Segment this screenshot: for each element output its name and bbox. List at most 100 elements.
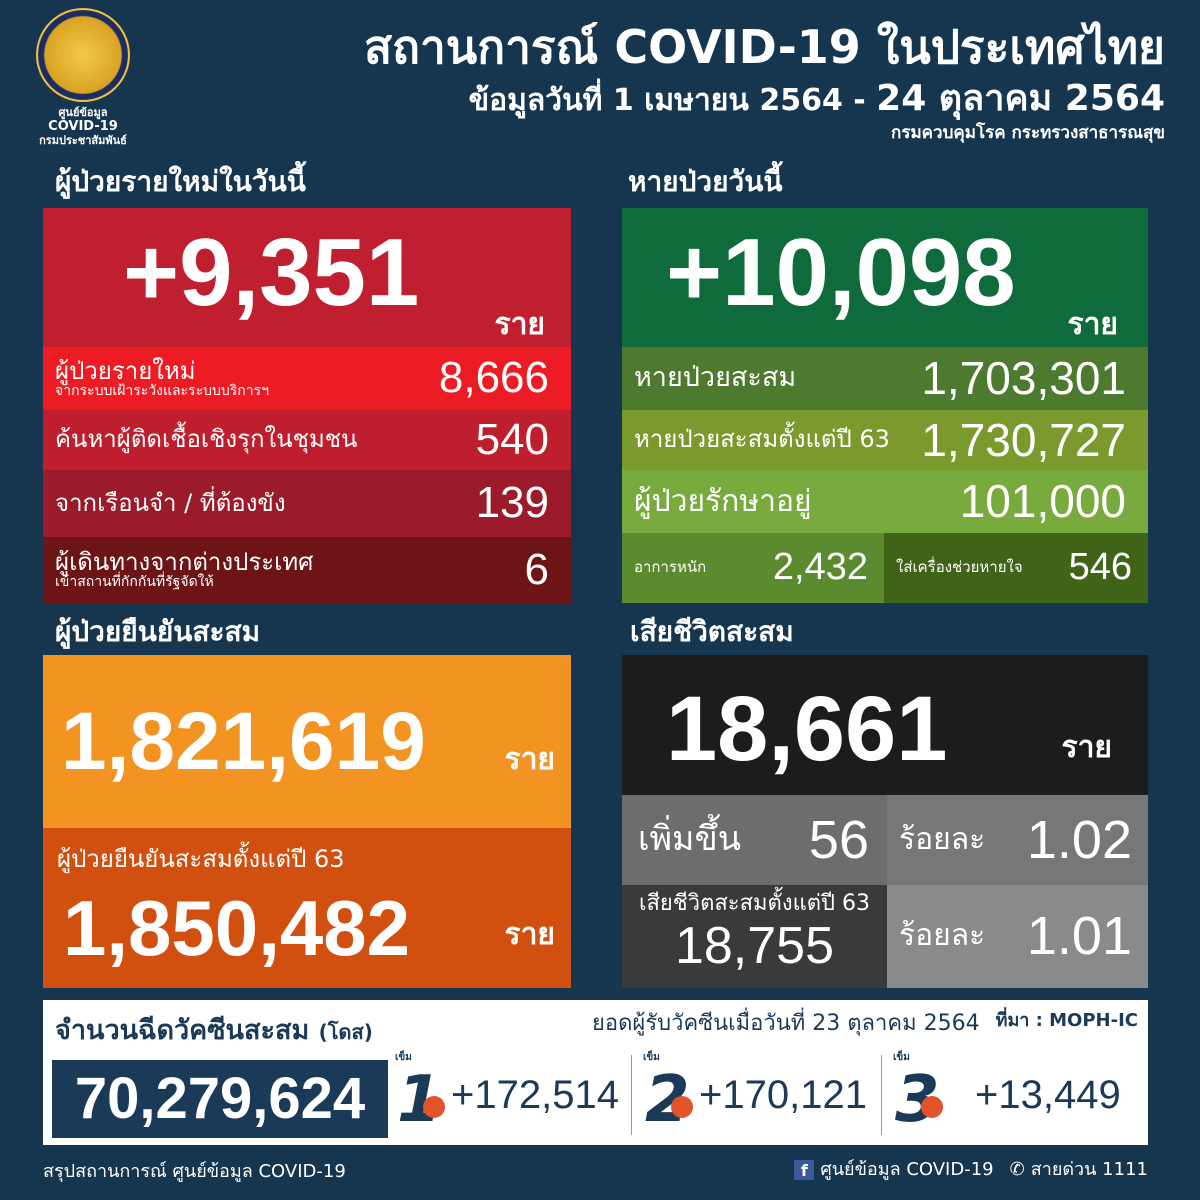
row-value: 1,703,301 [921, 352, 1126, 405]
vaccine-panel: จำนวนฉีดวัคซีนสะสม (โดส) ยอดผู้รับวัคซีน… [43, 1000, 1148, 1145]
date-range-start: ข้อมูลวันที่ 1 เมษายน 2564 - [468, 83, 877, 118]
dose-badge: เข็ม 2 [643, 1052, 695, 1138]
confirmed-since63: ผู้ป่วยยืนยันสะสมตั้งแต่ปี 63 1,850,482 … [43, 828, 571, 988]
unit-label: ราย [494, 307, 545, 342]
unit-label: ราย [504, 917, 555, 952]
dose-prefix: เข็ม [893, 1052, 910, 1063]
logo-caption-line: ศูนย์ข้อมูล [58, 106, 108, 119]
confirmed-total: 1,821,619 [61, 696, 426, 787]
row-label: หายป่วยสะสมตั้งแต่ปี 63 [634, 425, 890, 454]
vaccine-heading: จำนวนฉีดวัคซีนสะสม (โดส) [55, 1014, 373, 1049]
phone-icon: ✆ [1009, 1159, 1025, 1180]
date-range: ข้อมูลวันที่ 1 เมษายน 2564 - 24 ตุลาคม 2… [469, 78, 1165, 122]
dose-item: เข็ม 3 +13,449 [893, 1052, 1143, 1138]
dose-prefix: เข็ม [395, 1052, 412, 1063]
new-cases-row: ผู้ป่วยรายใหม่ จากระบบเฝ้าระวังและระบบบริ… [43, 347, 571, 410]
pct-value: 1.02 [1026, 809, 1132, 870]
death-since63-cell: เสียชีวิตสะสมตั้งแต่ปี 63 18,755 [622, 885, 887, 988]
vaccine-total: 70,279,624 [52, 1060, 388, 1138]
section-heading: ผู้ป่วยยืนยันสะสม [55, 615, 261, 648]
confirmed-panel: 1,821,619 ราย ผู้ป่วยยืนยันสะสมตั้งแต่ปี… [43, 655, 571, 988]
recovered-row: หายป่วยสะสม 1,703,301 [622, 347, 1148, 410]
row-value: 8,666 [438, 353, 549, 403]
ventilator-cell: ใส่เครื่องช่วยหายใจ 546 [884, 533, 1148, 603]
row-sublabel: จากระบบเฝ้าระวังและระบบบริการฯ [55, 382, 269, 399]
virus-syringe-icon [921, 1096, 943, 1118]
recovered-row: ผู้ป่วยรักษาอยู่ 101,000 [622, 470, 1148, 533]
vaccine-date: ยอดผู้รับวัคซีนเมื่อวันที่ 23 ตุลาคม 256… [592, 1011, 980, 1036]
virus-syringe-icon [671, 1096, 693, 1118]
new-cases-row: ผู้เดินทางจากต่างประเทศ เข้าสถานที่กักกัน… [43, 537, 571, 603]
pct-label: ร้อยละ [899, 918, 986, 954]
row-value: 540 [475, 414, 549, 464]
facebook-icon: f [794, 1160, 815, 1181]
deaths-total: 18,661 [666, 678, 948, 780]
row-label: ผู้ป่วยรักษาอยู่ [634, 483, 812, 519]
severe-value: 2,432 [772, 546, 868, 589]
facebook-page[interactable]: ศูนย์ข้อมูล COVID-19 [820, 1159, 994, 1180]
section-heading: ผู้ป่วยรายใหม่ในวันนี้ [55, 165, 306, 198]
vaccine-heading-unit: (โดส) [318, 1020, 373, 1044]
vaccine-heading-text: จำนวนฉีดวัคซีนสะสม [55, 1015, 310, 1046]
dose-item: เข็ม 1 +172,514 [395, 1052, 629, 1138]
dose-badge: เข็ม 1 [395, 1052, 447, 1138]
row-value: 6 [524, 544, 549, 594]
dose-prefix: เข็ม [643, 1052, 660, 1063]
severe-cell: อาการหนัก 2,432 [622, 533, 884, 603]
new-cases-total: +9,351 [123, 219, 420, 326]
row-label: ผู้ป่วยรายใหม่ [55, 356, 196, 385]
unit-label: ราย [1067, 307, 1118, 342]
deaths-panel: 18,661 ราย เพิ่มขึ้น 56 ร้อยละ 1.02 เสียชี… [622, 655, 1148, 988]
source-text: กรมควบคุมโรค กระทรวงสาธารณสุข [891, 123, 1165, 143]
row-label: จากเรือนจำ / ที่ต้องขัง [55, 488, 286, 517]
ventilator-label: ใส่เครื่องช่วยหายใจ [896, 558, 1023, 577]
recovered-total: +10,098 [666, 219, 1016, 326]
new-cases-panel: +9,351 ราย ผู้ป่วยรายใหม่ จากระบบเฝ้าระวั… [43, 208, 571, 603]
row-sublabel: เข้าสถานที่กักกันที่รัฐจัดให้ [55, 574, 214, 591]
logo-caption-line: COVID-19 [48, 119, 118, 134]
row-value: 1,730,727 [921, 413, 1126, 466]
section-heading: เสียชีวิตสะสม [630, 615, 794, 648]
increase-value: 56 [808, 809, 869, 870]
date-range-end: 24 ตุลาคม 2564 [876, 78, 1165, 119]
since63-label: ผู้ป่วยยืนยันสะสมตั้งแต่ปี 63 [57, 845, 345, 873]
since63-value: 18,755 [674, 917, 835, 975]
row-label: หายป่วยสะสม [634, 362, 797, 394]
footer-right: f ศูนย์ข้อมูล COVID-19 ✆ สายด่วน 1111 [794, 1159, 1148, 1181]
row-value: 101,000 [959, 475, 1126, 528]
divider [881, 1055, 882, 1135]
vaccine-header-row: จำนวนฉีดวัคซีนสะสม (โดส) ยอดผู้รับวัคซีน… [55, 1010, 1138, 1049]
dose-item: เข็ม 2 +170,121 [643, 1052, 879, 1138]
divider [631, 1055, 632, 1135]
unit-label: ราย [504, 742, 555, 777]
hotline: สายด่วน 1111 [1030, 1159, 1148, 1180]
row-label: ค้นหาผู้ติดเชื้อเชิงรุกในชุมชน [55, 425, 358, 454]
new-cases-row: จากเรือนจำ / ที่ต้องขัง 139 [43, 470, 571, 537]
pct2-value: 1.01 [1026, 906, 1132, 967]
row-label: ผู้เดินทางจากต่างประเทศ [55, 548, 314, 577]
new-cases-row: ค้นหาผู้ติดเชื้อเชิงรุกในชุมชน 540 [43, 410, 571, 470]
since63-label: เสียชีวิตสะสมตั้งแต่ปี 63 [638, 891, 871, 916]
death-increase-cell: เพิ่มขึ้น 56 [622, 795, 887, 885]
page-title: สถานการณ์ COVID-19 ในประเทศไทย [364, 20, 1165, 74]
recovered-row: หายป่วยสะสมตั้งแต่ปี 63 1,730,727 [622, 410, 1148, 470]
dose-value: +170,121 [699, 1073, 867, 1117]
vaccine-source: ที่มา : MOPH-IC [995, 1010, 1138, 1031]
death-pct-cell: ร้อยละ 1.02 [887, 795, 1148, 885]
virus-syringe-icon [423, 1096, 445, 1118]
logo-caption-line: กรมประชาสัมพันธ์ [39, 134, 127, 147]
dose-value: +172,514 [451, 1073, 619, 1117]
logo-caption: ศูนย์ข้อมูล COVID-19 กรมประชาสัมพันธ์ [20, 106, 146, 148]
since63-value: 1,850,482 [63, 884, 411, 972]
dose-badge: เข็ม 3 [893, 1052, 945, 1138]
increase-label: เพิ่มขึ้น [638, 819, 741, 860]
section-heading: หายป่วยวันนี้ [628, 165, 783, 198]
government-seal-logo [36, 8, 130, 102]
pct-label: ร้อยละ [899, 821, 986, 857]
death-pct2-cell: ร้อยละ 1.01 [887, 885, 1148, 988]
dose-value: +13,449 [975, 1073, 1121, 1117]
unit-label: ราย [1061, 730, 1112, 765]
recovered-panel: +10,098 ราย หายป่วยสะสม 1,703,301 หายป่วย… [622, 208, 1148, 603]
footer-left: สรุปสถานการณ์ ศูนย์ข้อมูล COVID-19 [43, 1161, 346, 1182]
severe-label: อาการหนัก [634, 558, 707, 577]
